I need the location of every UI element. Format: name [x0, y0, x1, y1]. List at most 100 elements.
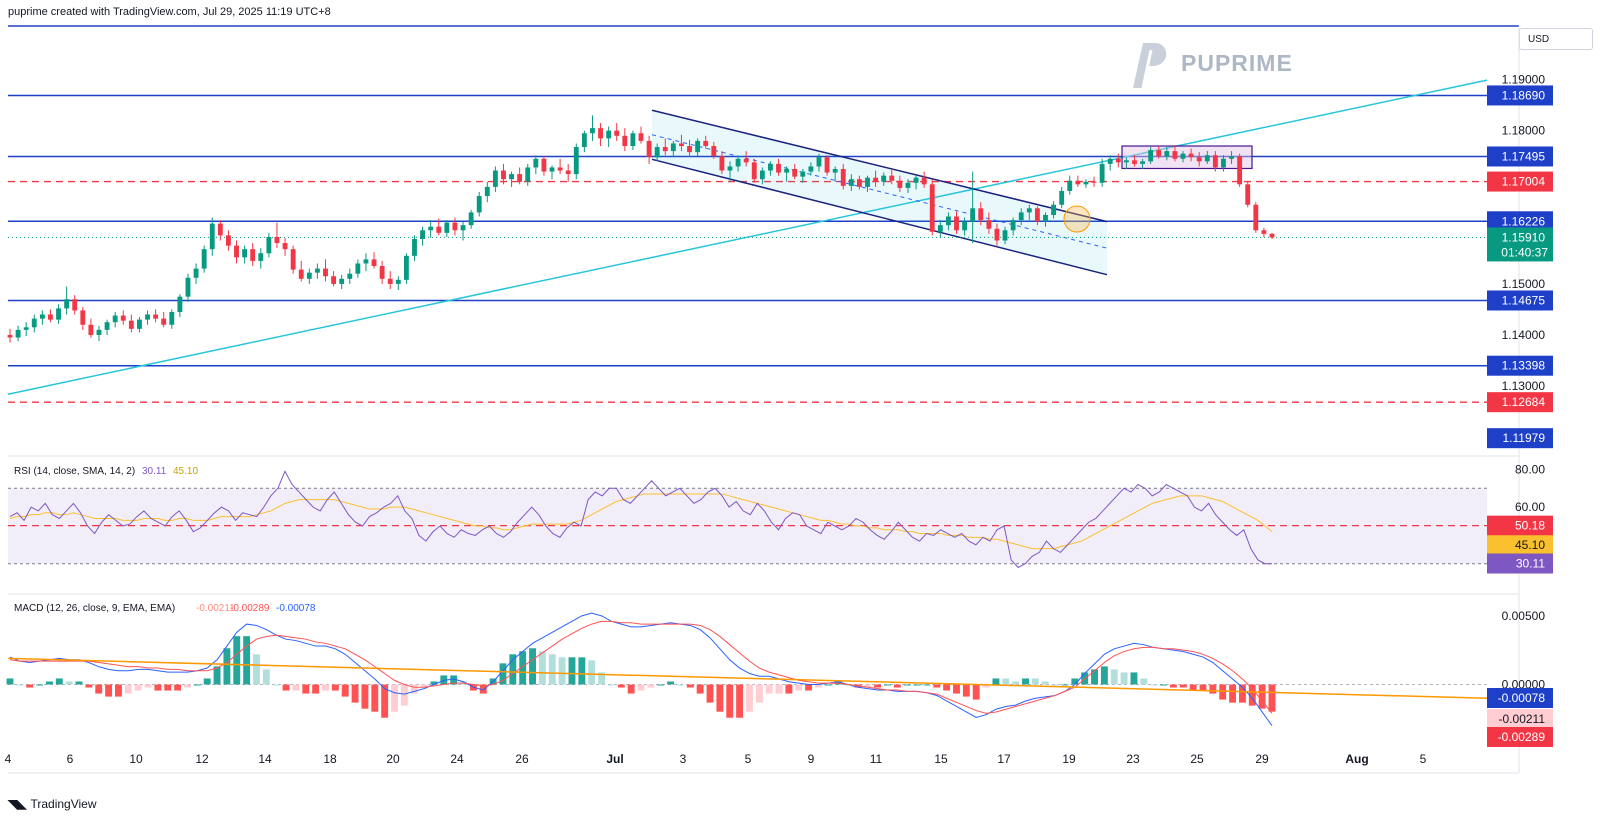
candle-body [323, 268, 328, 277]
candle-body [662, 147, 668, 152]
candle-body [1018, 212, 1024, 221]
rsi-level-label: 50.18 [1515, 519, 1545, 533]
candle [436, 218, 442, 236]
macd-histogram-bar [1258, 684, 1266, 709]
macd-signal-label: -0.00289 [1498, 730, 1546, 744]
candle-body [1099, 163, 1105, 183]
macd-histogram-bar [55, 678, 63, 685]
candle [1075, 175, 1081, 187]
candle [735, 155, 741, 172]
chart-caption: puprime created with TradingView.com, Ju… [8, 6, 331, 18]
candle [1204, 151, 1210, 164]
candle-body [484, 186, 490, 197]
candle [662, 138, 668, 156]
time-axis-label: 17 [997, 752, 1011, 766]
macd-histogram-bar [1061, 684, 1069, 686]
candle-body [128, 320, 134, 329]
macd-histogram-bar [1268, 684, 1276, 712]
candle-body [735, 158, 741, 167]
macd-histogram-bar [1150, 684, 1158, 686]
macd-histogram-bar [953, 684, 960, 694]
candle-body [96, 329, 102, 335]
macd-histogram-bar [223, 648, 231, 685]
candle-body [72, 299, 78, 311]
macd-histogram-bar [617, 684, 625, 688]
time-axis-label: 3 [680, 752, 687, 766]
candle [994, 223, 1000, 246]
candle [679, 134, 684, 152]
macd-histogram-bar [381, 684, 389, 718]
candle-body [420, 230, 426, 239]
price-tick-label: 1.15000 [1502, 277, 1546, 291]
candle-body [444, 222, 450, 233]
candle [913, 175, 919, 190]
candle [484, 181, 490, 203]
macd-histogram-bar [430, 681, 438, 685]
macd-signal-label-bg [1487, 727, 1553, 747]
candle-body [201, 249, 207, 269]
candle-body [1140, 161, 1145, 164]
candle-body [978, 208, 984, 221]
macd-histogram-bar [1071, 678, 1079, 685]
channel-lower-line [651, 158, 1108, 276]
candle-body [476, 196, 482, 213]
candle [403, 253, 409, 284]
candle-body [120, 315, 126, 321]
macd-histogram-bar [95, 684, 103, 694]
macd-histogram-bar [1110, 669, 1118, 685]
macd-legend-title: MACD (12, 26, close, 9, EMA, EMA) [14, 603, 175, 614]
candle [590, 115, 595, 141]
candle [881, 172, 887, 186]
candle-body [808, 166, 814, 172]
candle-body [994, 228, 1000, 241]
candle-body [517, 174, 523, 182]
time-axis-label: 23 [1126, 752, 1140, 766]
time-axis-label: 14 [258, 752, 272, 766]
candle [937, 220, 943, 238]
candle-body [1245, 184, 1251, 205]
macd-histogram-bar [903, 684, 911, 686]
candle [695, 138, 701, 157]
candle [80, 306, 86, 330]
macd-histogram-bar [676, 684, 684, 686]
candle-body [622, 135, 628, 147]
macd-histogram-bar [213, 666, 221, 685]
candle-body [193, 268, 199, 278]
candle-body [355, 263, 361, 274]
macd-histogram-bar [1140, 678, 1148, 685]
candle [1196, 152, 1202, 167]
breakout-marker [1063, 205, 1091, 233]
candle [727, 161, 733, 182]
macd-histogram-bar [923, 684, 931, 686]
candle [242, 245, 248, 264]
macd-histogram-bar [1130, 672, 1138, 685]
time-axis-label: 15 [934, 752, 948, 766]
time-axis-label: 20 [386, 752, 400, 766]
candle-body [679, 143, 684, 147]
candle-body [1237, 156, 1243, 185]
candle [1043, 212, 1048, 227]
candle [581, 130, 587, 153]
level-label: 1.11979 [1503, 431, 1546, 445]
candle-body [7, 334, 13, 338]
macd-histogram-bar [184, 684, 191, 688]
candle-body [137, 319, 142, 329]
candle-body [298, 269, 304, 279]
level-label: 1.18690 [1502, 88, 1546, 102]
candle-body [856, 179, 862, 187]
candle [145, 310, 150, 325]
candle-body [905, 182, 911, 188]
candle [112, 311, 118, 328]
candle [217, 220, 223, 241]
level-label: 1.17495 [1502, 149, 1546, 163]
candle-body [145, 314, 150, 320]
macd-histogram-bar [696, 684, 704, 694]
candle-body [929, 184, 935, 232]
macd-histogram-bar [568, 657, 576, 685]
rsi-legend-ma: 45.10 [173, 466, 198, 477]
candle [1123, 157, 1129, 169]
macd-histogram-bar [736, 684, 744, 718]
macd-histogram-bar [785, 684, 793, 694]
candle [557, 158, 563, 175]
